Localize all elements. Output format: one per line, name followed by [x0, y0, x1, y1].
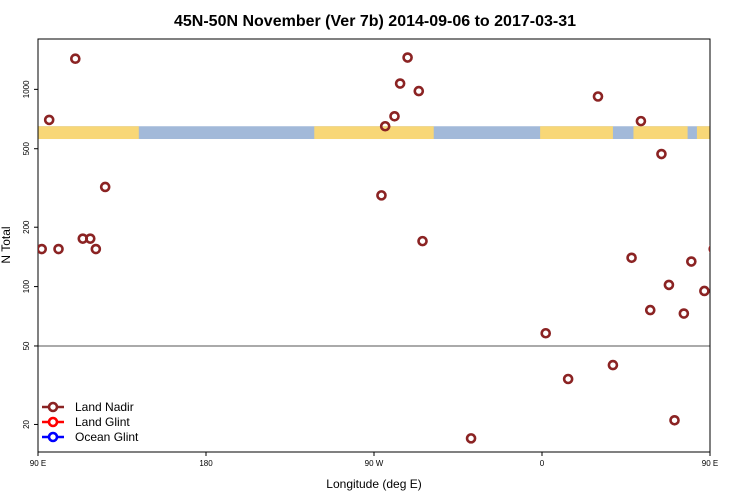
data-point — [389, 111, 400, 122]
data-points — [38, 52, 735, 444]
data-point — [719, 117, 727, 125]
data-point — [656, 148, 667, 160]
data-point — [699, 285, 710, 297]
data-point — [38, 243, 48, 255]
legend-entry-label: Ocean Glint — [75, 430, 139, 444]
legend-entry-label: Land Nadir — [75, 400, 134, 414]
x-tick-label: 90 W — [365, 459, 384, 468]
data-point — [686, 256, 697, 267]
legend-swatch-marker — [47, 401, 59, 413]
data-point — [379, 120, 391, 132]
data-point — [562, 373, 574, 385]
data-point — [84, 233, 96, 244]
data-point — [727, 245, 735, 253]
legend-swatch-marker — [47, 431, 59, 443]
data-point — [70, 53, 81, 65]
data-point — [99, 181, 111, 193]
data-point — [592, 91, 604, 102]
data-point — [402, 52, 413, 63]
x-tick-label: 0 — [540, 459, 545, 468]
data-point — [417, 235, 428, 247]
y-tick-label: 1000 — [22, 80, 31, 98]
y-tick-label: 100 — [22, 279, 31, 293]
data-point — [678, 308, 690, 319]
land-band-segment-2 — [540, 126, 613, 140]
land-band-segment-3 — [633, 126, 688, 140]
data-point — [465, 433, 477, 444]
x-tick-label: 180 — [199, 459, 213, 468]
land-ocean-band — [38, 126, 710, 140]
land-band-segment-1 — [314, 126, 434, 140]
data-point — [540, 327, 552, 339]
land-band-segment-4 — [696, 126, 710, 140]
data-point — [43, 114, 55, 126]
y-axis-label: N Total — [0, 226, 13, 263]
y-tick-label: 20 — [22, 419, 31, 428]
data-point — [607, 359, 619, 371]
data-point — [53, 243, 64, 255]
y-tick-label: 500 — [22, 142, 31, 156]
y-tick-label: 50 — [22, 341, 31, 350]
data-point — [626, 252, 637, 264]
plot-area-frame — [37, 38, 711, 453]
land-band-segment-0 — [38, 126, 139, 140]
data-point — [663, 279, 675, 291]
y-axis: 20 50 100 200 500 1000 — [22, 80, 38, 429]
data-point — [376, 190, 387, 201]
x-tick-label: 90 E — [702, 459, 718, 468]
x-tick-label: 90 E — [30, 459, 46, 468]
data-point — [708, 245, 710, 253]
x-axis-label: Longitude (deg E) — [326, 477, 421, 491]
legend-entry-label: Land Glint — [75, 415, 130, 429]
y-tick-label: 200 — [22, 220, 31, 234]
data-point — [669, 414, 680, 426]
data-point — [413, 85, 425, 97]
data-point — [635, 115, 647, 127]
data-point — [90, 243, 102, 255]
data-point — [644, 304, 656, 316]
legend-swatch-marker — [47, 416, 59, 428]
data-point — [394, 78, 406, 89]
x-axis: 90 E 180 90 W 0 90 E — [30, 452, 718, 468]
chart-title: 45N-50N November (Ver 7b) 2014-09-06 to … — [174, 13, 576, 30]
